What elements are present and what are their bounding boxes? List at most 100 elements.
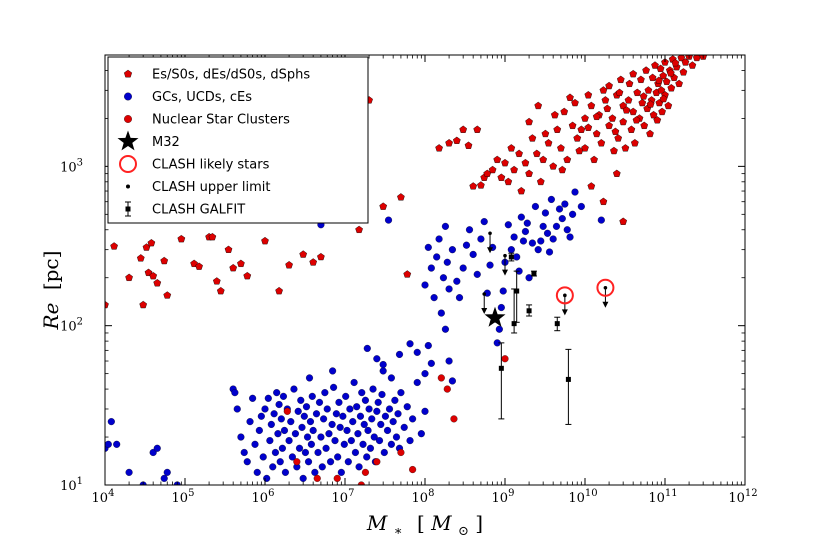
gc-ucd-point — [360, 420, 368, 428]
es-s0-point — [657, 86, 666, 94]
es-s0-point — [435, 144, 443, 152]
es-s0-point — [469, 182, 478, 190]
gc-ucd-point — [269, 463, 277, 471]
gc-ucd-point — [314, 448, 322, 457]
gc-ucd-point — [424, 243, 432, 251]
gc-ucd-point — [266, 437, 274, 445]
es-s0-point — [619, 117, 628, 126]
es-s0-point — [504, 177, 513, 186]
es-s0-point — [525, 169, 533, 177]
legend-circle-icon — [124, 92, 132, 101]
galfit-point — [530, 270, 537, 277]
gc-ucd-point — [329, 367, 337, 375]
legend-entry: CLASH GALFIT — [125, 201, 245, 218]
es-s0-point — [160, 256, 169, 265]
gc-ucd-point — [448, 377, 456, 385]
gc-ucd-point — [275, 400, 283, 409]
gc-ucd-point — [477, 235, 485, 243]
gc-ucd-point — [349, 418, 357, 426]
x-axis-label-bracket-close: ] — [475, 511, 483, 535]
upper-limit-dot — [563, 293, 567, 298]
x-tick-label: 1010 — [568, 488, 597, 506]
gc-ucd-point — [552, 222, 561, 230]
gc-ucd-point — [445, 357, 453, 365]
gc-ucd-point — [534, 246, 542, 254]
es-s0-point — [612, 169, 621, 177]
gc-ucd-point — [318, 463, 326, 471]
gc-ucd-point — [385, 405, 394, 413]
gc-ucd-point — [389, 418, 397, 426]
galfit-point — [498, 342, 505, 420]
gc-ucd-point — [395, 350, 404, 358]
gc-ucd-point — [299, 474, 307, 482]
es-s0-point — [536, 177, 545, 186]
es-s0-point — [590, 155, 598, 164]
es-s0-point — [153, 279, 162, 287]
gc-ucd-point — [455, 294, 464, 302]
es-s0-point — [558, 165, 567, 174]
es-s0-point — [616, 75, 625, 84]
gc-ucd-point — [510, 233, 518, 241]
es-s0-point — [640, 121, 649, 130]
legend-label: CLASH GALFIT — [152, 203, 245, 218]
es-s0-point — [599, 86, 608, 94]
gc-ucd-point — [427, 264, 435, 272]
gc-ucd-point — [107, 418, 115, 426]
gc-ucd-point — [523, 219, 531, 227]
gc-ucd-point — [113, 440, 121, 448]
es-s0-point — [528, 134, 537, 142]
gc-ucd-point — [453, 277, 461, 285]
es-s0-point — [671, 59, 680, 67]
gc-ucd-point — [448, 246, 456, 254]
gc-ucd-point — [291, 430, 299, 438]
es-s0-point — [646, 129, 654, 138]
es-s0-point — [587, 101, 596, 110]
gc-ucd-point — [486, 261, 494, 269]
x-axis-label: M ∗ [ M ⊙ ] — [366, 511, 483, 540]
es-s0-point — [493, 155, 502, 164]
es-s0-point — [541, 129, 550, 138]
gc-ucd-point — [281, 468, 289, 476]
legend-dot-icon — [126, 184, 130, 189]
y-tick-label: 101 — [60, 476, 83, 494]
es-s0-point — [638, 98, 647, 107]
gc-ucd-point — [315, 398, 324, 406]
gc-ucd-point — [525, 274, 533, 282]
legend: Es/S0s, dEs/dS0s, dSphs GCs, UCDs, cEs Nuc… — [107, 56, 369, 224]
gc-ucd-point — [298, 423, 306, 431]
upper-limit-dot — [603, 285, 608, 290]
gc-ucd-point — [413, 378, 421, 387]
gc-ucd-point — [320, 415, 328, 423]
galfit-marker — [526, 308, 532, 314]
likely-star-ring — [555, 286, 574, 305]
es-s0-point — [237, 259, 245, 267]
gc-ucd-point — [519, 237, 527, 245]
x-tick-label: 106 — [252, 488, 275, 506]
gc-ucd-point — [153, 444, 161, 452]
es-s0-point — [603, 104, 612, 113]
galfit-marker — [531, 271, 537, 277]
gc-ucd-point — [363, 344, 371, 352]
es-s0-point — [614, 134, 623, 142]
upper-limit-point — [481, 292, 488, 315]
gc-ucd-point — [267, 420, 275, 428]
legend-ring-icon — [119, 155, 137, 173]
es-s0-point — [653, 116, 662, 124]
gc-ucd-point — [337, 468, 345, 476]
es-s0-point — [549, 162, 558, 170]
es-s0-point — [637, 75, 645, 84]
es-s0-point — [624, 96, 633, 104]
gc-ucd-point — [300, 412, 308, 420]
es-s0-point — [681, 58, 690, 66]
x-tick-label-exp: 10 — [585, 488, 598, 499]
gc-ucd-point — [273, 389, 281, 397]
upper-limit-point — [487, 231, 494, 254]
es-s0-point — [216, 286, 225, 295]
x-tick-label-base: 10 — [92, 491, 109, 506]
es-s0-point — [403, 270, 412, 278]
gc-ucd-point — [571, 188, 579, 196]
gc-ucd-point — [270, 410, 278, 418]
gc-ucd-point — [384, 216, 393, 224]
gc-ucd-point — [308, 392, 316, 400]
